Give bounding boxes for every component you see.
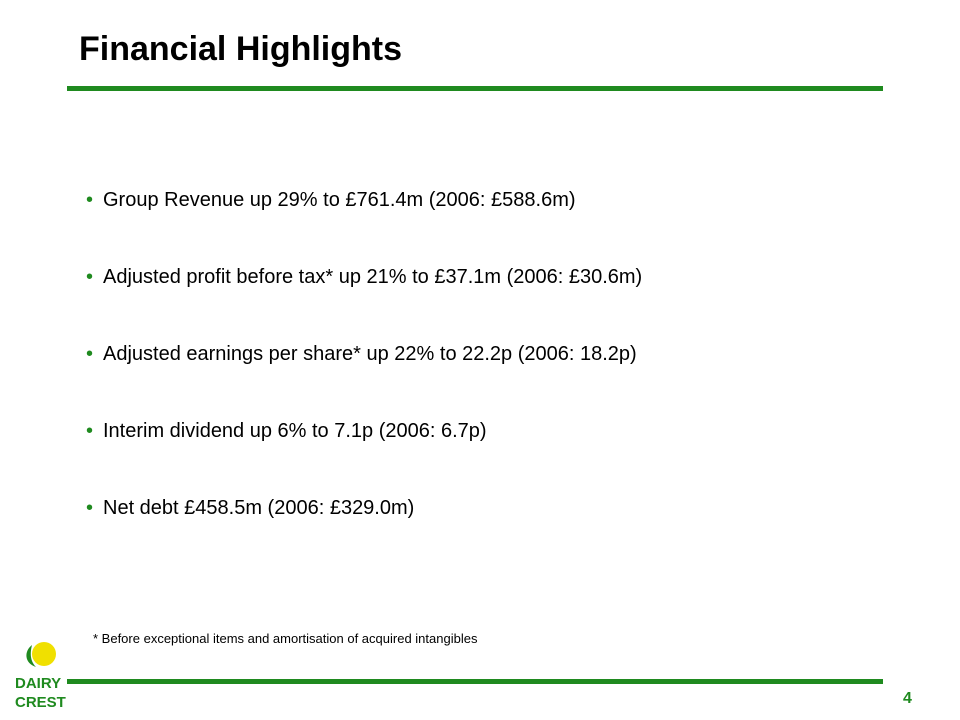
bullet-item-revenue: • Group Revenue up 29% to £761.4m (2006:… (86, 180, 642, 220)
bullet-text: Adjusted earnings per share* up 22% to 2… (103, 343, 637, 365)
title-divider (67, 86, 883, 91)
bullet-item-net-debt: • Net debt £458.5m (2006: £329.0m) (86, 488, 642, 528)
logo-text-line1: DAIRY (15, 675, 61, 692)
bullet-item-eps: • Adjusted earnings per share* up 22% to… (86, 334, 642, 374)
logo-text-line2: CREST (15, 694, 66, 711)
footnote: * Before exceptional items and amortisat… (93, 631, 478, 646)
bullet-text: Group Revenue up 29% to £761.4m (2006: £… (103, 189, 576, 211)
bullet-icon: • (86, 343, 94, 365)
dairy-crest-logo: DAIRY CREST (15, 642, 66, 711)
page-number: 4 (903, 690, 912, 707)
bullet-icon: • (86, 497, 94, 519)
bullet-icon: • (86, 189, 94, 211)
slide-title: Financial Highlights (79, 30, 403, 68)
bullet-text: Interim dividend up 6% to 7.1p (2006: 6.… (103, 420, 487, 442)
bullet-icon: • (86, 266, 94, 288)
bullet-item-profit: • Adjusted profit before tax* up 21% to … (86, 257, 642, 297)
logo-sun-icon (32, 642, 56, 666)
bullet-text: Net debt £458.5m (2006: £329.0m) (103, 497, 415, 519)
logo-leaf-icon (26, 645, 36, 667)
bullet-text: Adjusted profit before tax* up 21% to £3… (103, 266, 643, 288)
bullet-icon: • (86, 420, 94, 442)
bullet-list: • Group Revenue up 29% to £761.4m (2006:… (86, 180, 642, 565)
footer-divider (67, 679, 883, 684)
bullet-item-dividend: • Interim dividend up 6% to 7.1p (2006: … (86, 411, 642, 451)
